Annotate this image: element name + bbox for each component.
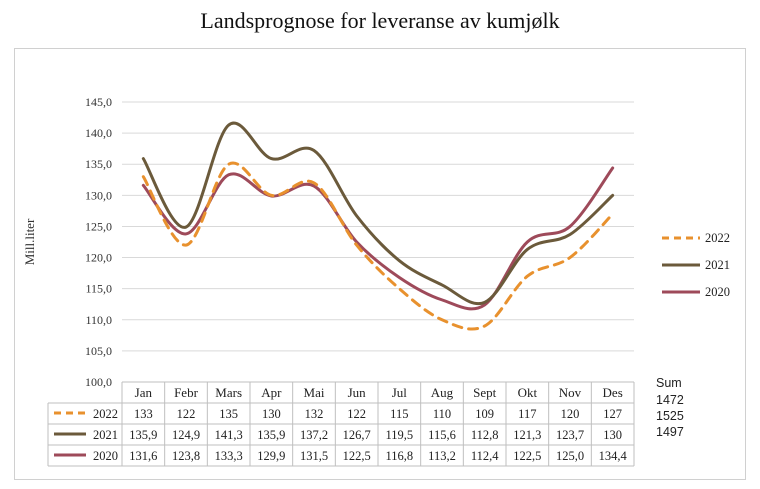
table-cell: 120 — [561, 407, 580, 421]
y-tick-label: 125,0 — [85, 219, 112, 233]
y-tick-label: 100,0 — [85, 375, 112, 389]
series-line-2020 — [141, 166, 615, 311]
chart-title: Landsprognose for leveranse av kumjølk — [200, 8, 560, 33]
y-tick-label: 145,0 — [85, 95, 112, 109]
table-series-name: 2021 — [93, 428, 118, 442]
y-tick-label: 115,0 — [85, 282, 112, 296]
table-cell: 113,2 — [428, 449, 456, 463]
table-cell: 115,6 — [428, 428, 456, 442]
table-cell: 124,9 — [172, 428, 200, 442]
y-tick-label: 130,0 — [85, 188, 112, 202]
table-cell: 135,9 — [129, 428, 157, 442]
x-category-label: Nov — [559, 385, 582, 400]
x-category-label: Mars — [215, 385, 242, 400]
series-line-2022 — [141, 161, 615, 331]
table-cell: 131,6 — [129, 449, 157, 463]
x-category-label: Apr — [261, 385, 282, 400]
table-cell: 109 — [475, 407, 494, 421]
table-cell: 123,8 — [172, 449, 200, 463]
table-cell: 122 — [347, 407, 366, 421]
table-cell: 130 — [603, 428, 622, 442]
x-category-label: Des — [603, 385, 623, 400]
table-cell: 123,7 — [556, 428, 584, 442]
table-cell: 135,9 — [257, 428, 285, 442]
x-category-label: Jan — [135, 385, 153, 400]
table-cell: 127 — [603, 407, 622, 421]
table-cell: 115 — [390, 407, 408, 421]
table-cell: 112,8 — [471, 428, 499, 442]
y-tick-label: 140,0 — [85, 126, 112, 140]
x-category-label: Aug — [431, 385, 454, 400]
table-series-name: 2020 — [93, 449, 118, 463]
y-tick-label: 135,0 — [85, 157, 112, 171]
table-cell: 110 — [433, 407, 451, 421]
table-cell: 141,3 — [215, 428, 243, 442]
table-cell: 131,5 — [300, 449, 328, 463]
table-cell: 137,2 — [300, 428, 328, 442]
table-cell: 122 — [177, 407, 196, 421]
table-cell: 130 — [262, 407, 281, 421]
table-cell: 134,4 — [599, 449, 628, 463]
y-tick-label: 105,0 — [85, 344, 112, 358]
sum-value: 1472 — [656, 393, 684, 407]
table-cell: 112,4 — [471, 449, 499, 463]
table-cell: 117 — [518, 407, 536, 421]
y-axis-label: Mill.liter — [22, 218, 37, 265]
legend-label: 2022 — [705, 231, 730, 245]
sum-value: 1525 — [656, 409, 684, 423]
table-cell: 133 — [134, 407, 153, 421]
sum-value: 1497 — [656, 425, 684, 439]
sum-label: Sum — [656, 376, 682, 390]
table-cell: 132 — [305, 407, 324, 421]
table-cell: 126,7 — [343, 428, 371, 442]
table-cell: 116,8 — [385, 449, 413, 463]
y-tick-label: 110,0 — [85, 313, 112, 327]
table-cell: 135 — [219, 407, 238, 421]
x-category-label: Febr — [174, 385, 199, 400]
table-cell: 119,5 — [385, 428, 413, 442]
table-cell: 125,0 — [556, 449, 584, 463]
legend-label: 2021 — [705, 258, 730, 272]
x-category-label: Mai — [304, 385, 325, 400]
table-cell: 129,9 — [257, 449, 285, 463]
table-cell: 122,5 — [513, 449, 541, 463]
x-category-label: Jul — [392, 385, 408, 400]
x-category-label: Okt — [518, 385, 538, 400]
table-cell: 121,3 — [513, 428, 541, 442]
legend-label: 2020 — [705, 285, 730, 299]
x-category-label: Jun — [348, 385, 367, 400]
table-cell: 133,3 — [215, 449, 243, 463]
table-cell: 122,5 — [343, 449, 371, 463]
chart-frame — [14, 48, 746, 480]
x-category-label: Sept — [473, 385, 497, 400]
y-tick-label: 120,0 — [85, 251, 112, 265]
table-series-name: 2022 — [93, 407, 118, 421]
series-line-2021 — [141, 121, 615, 306]
